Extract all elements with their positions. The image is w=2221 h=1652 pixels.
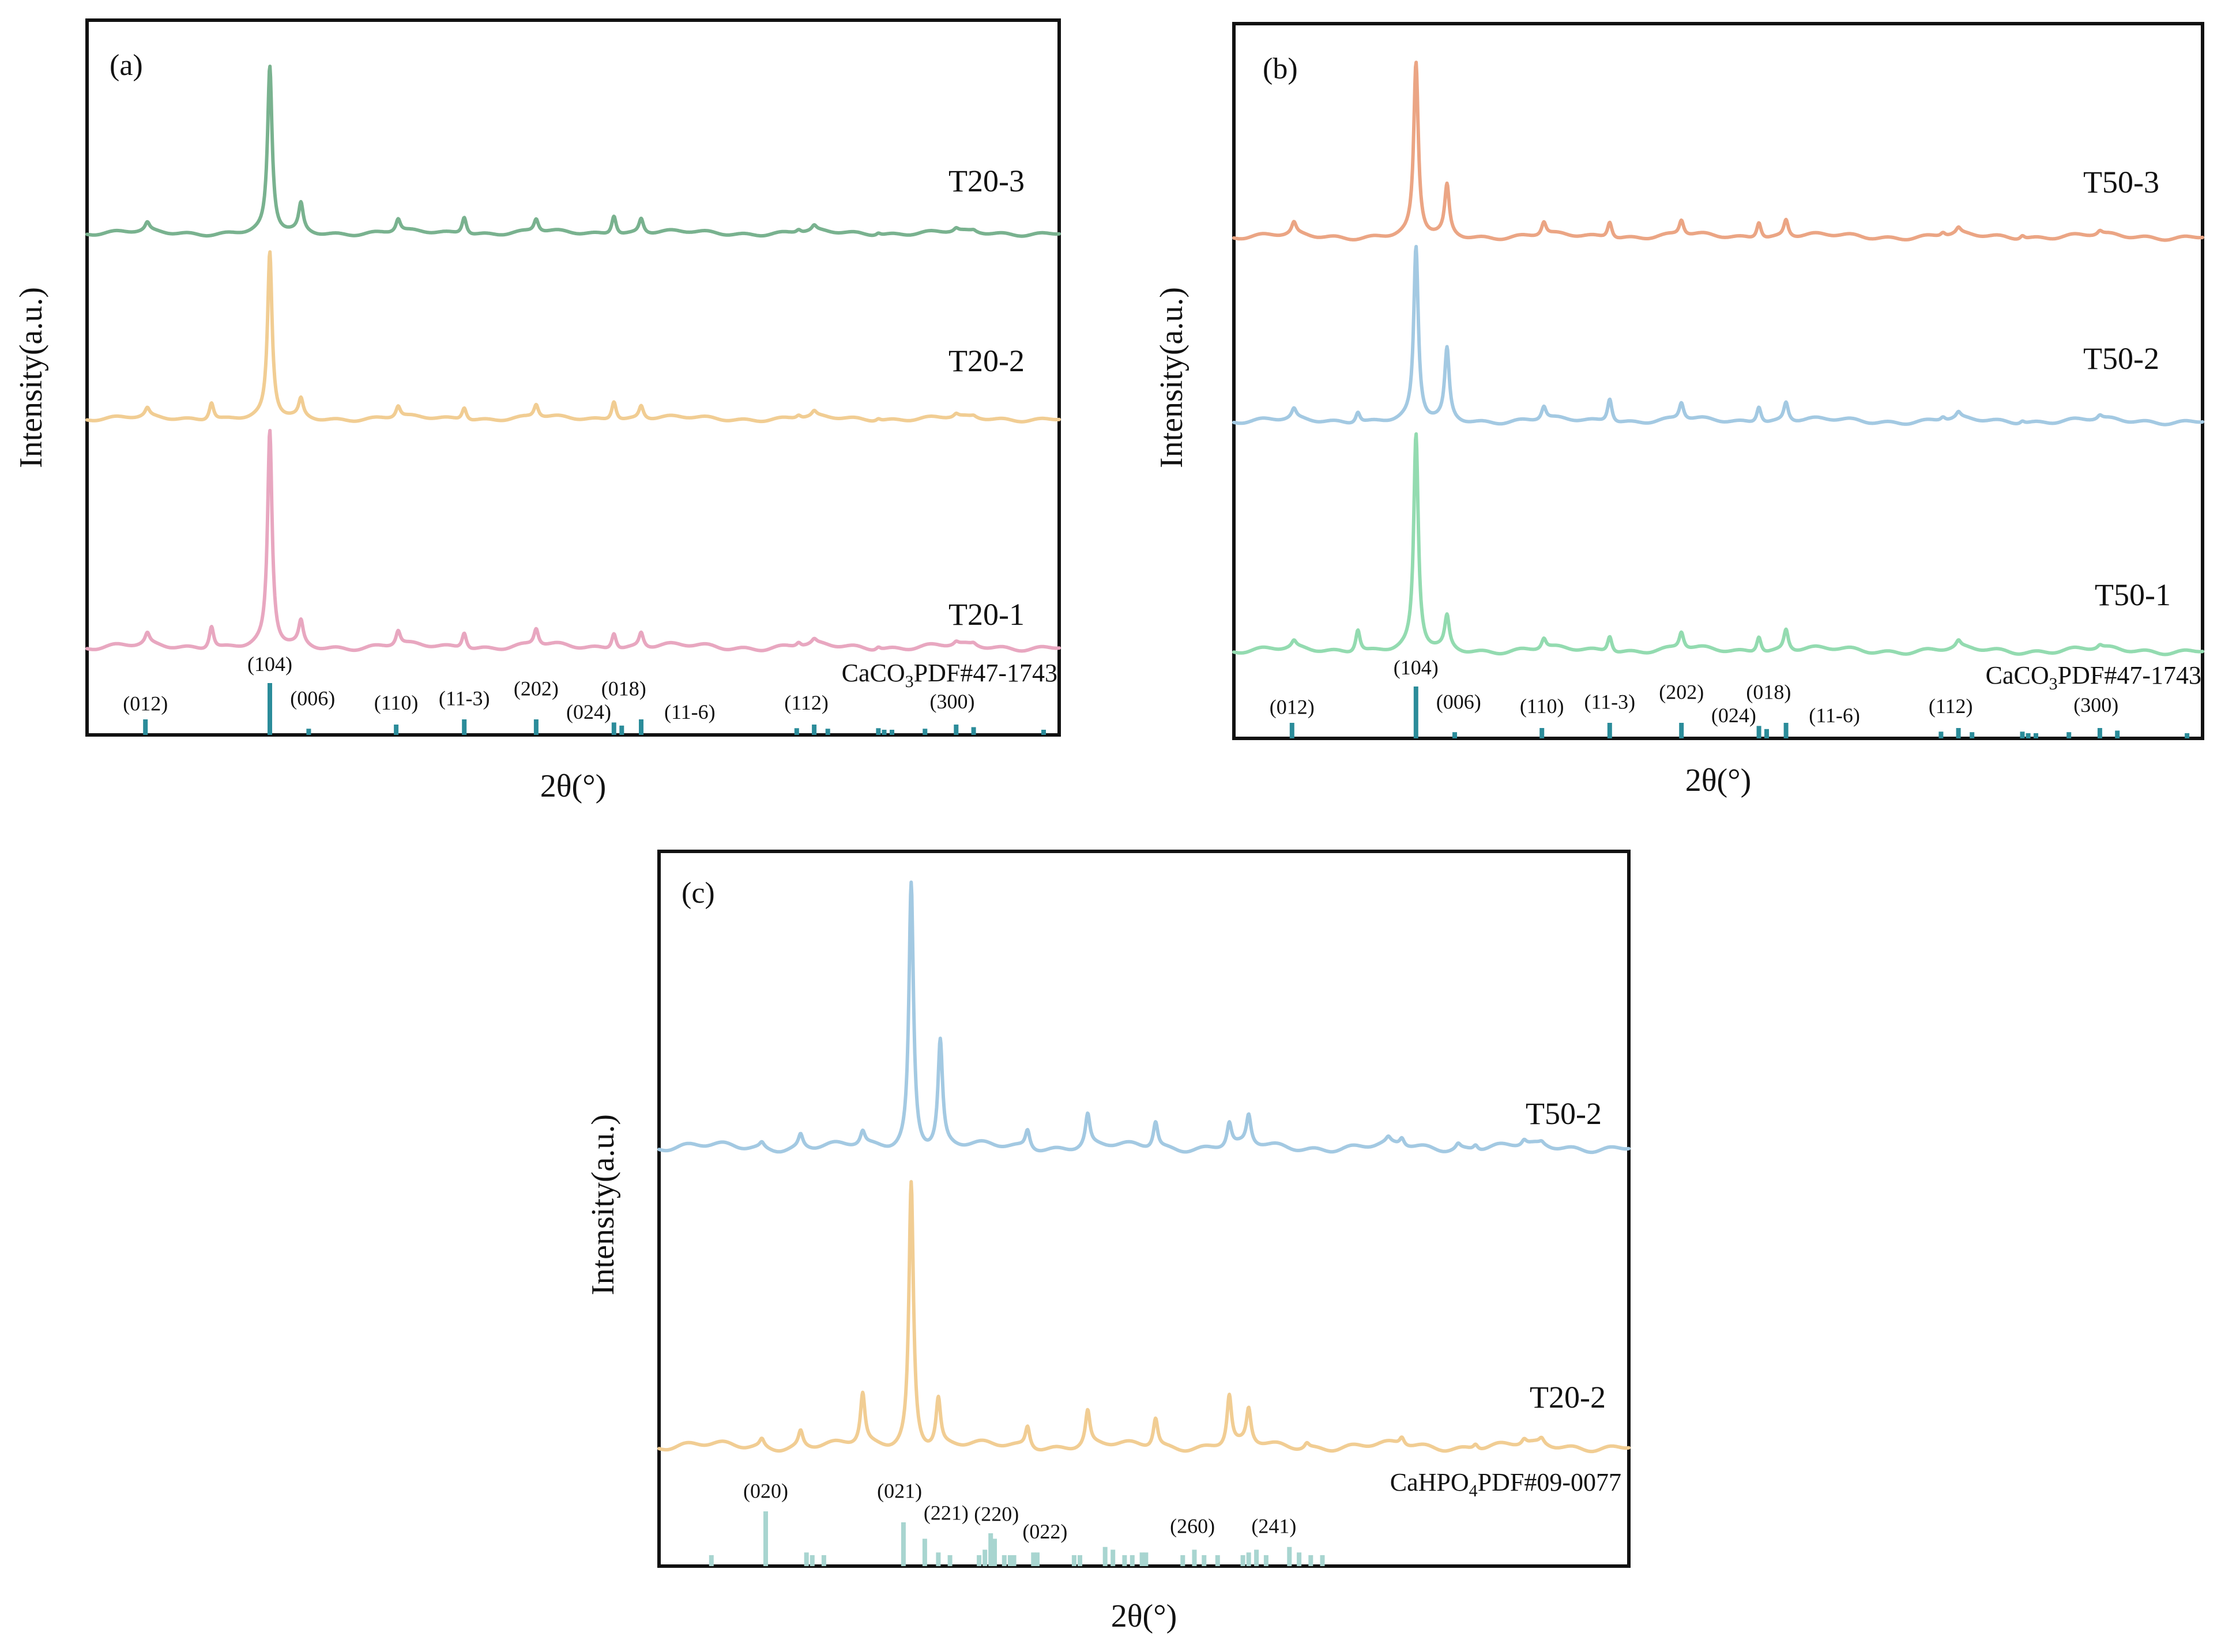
panel-a-hkl-labels: (012) (104) (006) (110) (11-3) (202) (024)(018… — [123, 652, 974, 723]
panel-a-trace-t20-1 — [85, 429, 1061, 653]
panel-a-trace-labels: T20-3 T20-2 T20-1 — [948, 164, 1025, 632]
panel-a: (a) 2θ(°) Intensity(a.u.) T20-3 T20-2 T2… — [13, 18, 1061, 804]
panel-c-trace-labels: T50-2 T20-2 — [1526, 1096, 1606, 1415]
panel-c-hkl-label: (021) — [877, 1480, 922, 1503]
panel-a-reference-lines — [143, 683, 1046, 735]
panel-a-hkl-label: (11-3) — [439, 687, 490, 710]
panel-c-hkl-label: (221) — [924, 1502, 969, 1525]
panel-a-frame — [85, 18, 1061, 737]
panel-a-ylabel: Intensity(a.u.) — [13, 287, 49, 468]
panel-b-trace-t50-1 — [1232, 432, 2204, 657]
panel-a-hkl-label: (018) — [601, 677, 646, 700]
panel-a-hkl-label: (012) — [123, 692, 168, 715]
panel-b-hkl-label: (006) — [1436, 691, 1481, 714]
panel-b-hkl-label: (202) — [1659, 681, 1704, 704]
panel-a-reference-label: CaCO3PDF#47-1743 — [842, 659, 1057, 691]
panel-b-hkl-label: (11-6) — [1809, 704, 1860, 727]
panel-b-trace-labels: T50-3 T50-2 T50-1 — [2083, 165, 2171, 612]
panel-c-hkl-label: (022) — [1022, 1520, 1067, 1543]
panel-c-hkl-label: (020) — [743, 1480, 788, 1503]
panel-c-tag: (c) — [682, 877, 715, 910]
panel-a-traces — [85, 65, 1061, 653]
panel-b-hkl-label: (300) — [2073, 693, 2118, 716]
panel-c-hkl-label: (220) — [974, 1503, 1019, 1526]
panel-a-label-t20-1: T20-1 — [948, 597, 1025, 632]
panel-b-tag: (b) — [1263, 52, 1298, 85]
panel-b-reference-lines — [1289, 687, 2190, 738]
panel-a-hkl-label: (202) — [514, 677, 559, 700]
panel-c-reference-label: CaHPO4PDF#09-0077 — [1390, 1468, 1621, 1500]
panel-c-trace-t20-2 — [657, 1180, 1631, 1454]
panel-b-xlabel: 2θ(°) — [1685, 763, 1752, 798]
panel-b-hkl-label: (112) — [1929, 695, 1973, 718]
panel-c-label-t20-2: T20-2 — [1530, 1380, 1606, 1415]
panel-b-ylabel: Intensity(a.u.) — [1154, 287, 1189, 468]
panel-b-hkl-label: (012) — [1270, 696, 1315, 719]
panel-c-trace-t50-2 — [657, 880, 1631, 1155]
panel-c-hkl-label: (241) — [1251, 1515, 1296, 1538]
panel-a-label-t20-2: T20-2 — [948, 344, 1025, 378]
panel-a-hkl-label: (024) — [566, 700, 611, 723]
panel-a-hkl-label: (006) — [290, 687, 335, 710]
panel-b-traces — [1232, 61, 2204, 657]
panel-b-hkl-label: (024) — [1711, 704, 1756, 727]
panel-a-trace-t20-2 — [85, 250, 1061, 424]
panel-c-hkl-labels: (020) (021)(221) (220)(022) (260) (241) — [743, 1480, 1296, 1543]
panel-a-hkl-label: (11-6) — [664, 700, 716, 723]
panel-a-hkl-label: (300) — [930, 690, 975, 713]
panel-b-hkl-label: (018) — [1746, 681, 1791, 704]
panel-c-hkl-label: (260) — [1170, 1515, 1215, 1538]
panel-b-reference-label: CaCO3PDF#47-1743 — [1986, 661, 2201, 693]
panel-b-trace-t50-3 — [1232, 61, 2204, 242]
panel-b: (b) 2θ(°) Intensity(a.u.) T50-3 T50-2 T5… — [1154, 22, 2204, 798]
panel-a-xlabel: 2θ(°) — [540, 768, 607, 804]
panel-b-frame — [1232, 22, 2204, 740]
panel-c-xlabel: 2θ(°) — [1111, 1598, 1177, 1634]
panel-a-hkl-label: (112) — [784, 691, 829, 714]
panel-b-label-t50-1: T50-1 — [2095, 578, 2171, 612]
panel-b-hkl-label: (104) — [1394, 656, 1439, 679]
panel-b-hkl-label: (11-3) — [1584, 691, 1635, 714]
panel-a-label-t20-3: T20-3 — [948, 164, 1025, 198]
panel-b-hkl-label: (110) — [1520, 695, 1564, 718]
panel-a-trace-t20-3 — [85, 65, 1061, 238]
panel-c-reference-lines — [709, 1511, 1325, 1566]
panel-b-label-t50-2: T50-2 — [2083, 341, 2159, 376]
panel-b-hkl-labels: (012) (104) (006) (110) (11-3) (202) (024)(018… — [1270, 656, 2118, 727]
panel-a-tag: (a) — [110, 49, 143, 82]
panel-c-traces — [657, 880, 1631, 1454]
panel-b-label-t50-3: T50-3 — [2083, 165, 2159, 199]
panel-c-label-t50-2: T50-2 — [1526, 1096, 1602, 1131]
panel-a-hkl-label: (104) — [247, 652, 292, 676]
panel-a-hkl-label: (110) — [374, 691, 419, 714]
panel-b-trace-t50-2 — [1232, 244, 2204, 427]
panel-c-ylabel: Intensity(a.u.) — [585, 1114, 621, 1295]
panel-c: (c) 2θ(°) Intensity(a.u.) T50-2 T20-2 Ca… — [585, 850, 1631, 1634]
